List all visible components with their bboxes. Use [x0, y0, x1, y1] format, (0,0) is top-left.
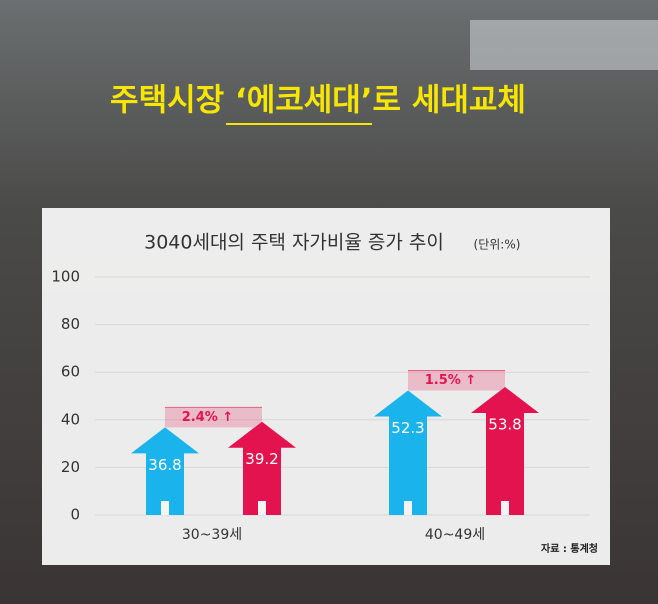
value-label: 53.8	[488, 415, 521, 433]
y-tick-label: 20	[61, 458, 80, 476]
panel	[42, 208, 610, 565]
value-label: 36.8	[148, 456, 181, 474]
x-tick-label: 30~39세	[182, 527, 242, 543]
house-bar	[228, 421, 296, 515]
banner	[470, 20, 658, 70]
x-tick-label: 40~49세	[425, 527, 485, 543]
house-door	[258, 501, 266, 515]
house-bar	[374, 390, 442, 515]
house-door	[501, 501, 509, 515]
increase-band	[165, 407, 262, 428]
source: 자료 : 통계청	[541, 542, 598, 555]
y-tick-label: 80	[61, 315, 80, 333]
house-bar	[471, 386, 539, 515]
house-door	[404, 501, 412, 515]
chart-title: 3040세대의 주택 자가비율 증가 추이	[144, 232, 444, 254]
value-label: 52.3	[391, 419, 424, 437]
y-tick-label: 0	[70, 506, 80, 524]
value-label: 39.2	[245, 450, 278, 468]
y-tick-label: 40	[61, 410, 80, 428]
increase-band	[408, 370, 505, 391]
house-door	[161, 501, 169, 515]
annotation: 1.5% ↑	[425, 373, 476, 388]
house-bar	[131, 427, 199, 515]
y-tick-label: 100	[51, 268, 80, 286]
unit-label: (단위:%)	[474, 238, 521, 252]
annotation: 2.4% ↑	[182, 410, 233, 425]
y-tick-label: 60	[61, 363, 80, 381]
headline: 주택시장 ‘에코세대’로 세대교체	[110, 83, 526, 119]
